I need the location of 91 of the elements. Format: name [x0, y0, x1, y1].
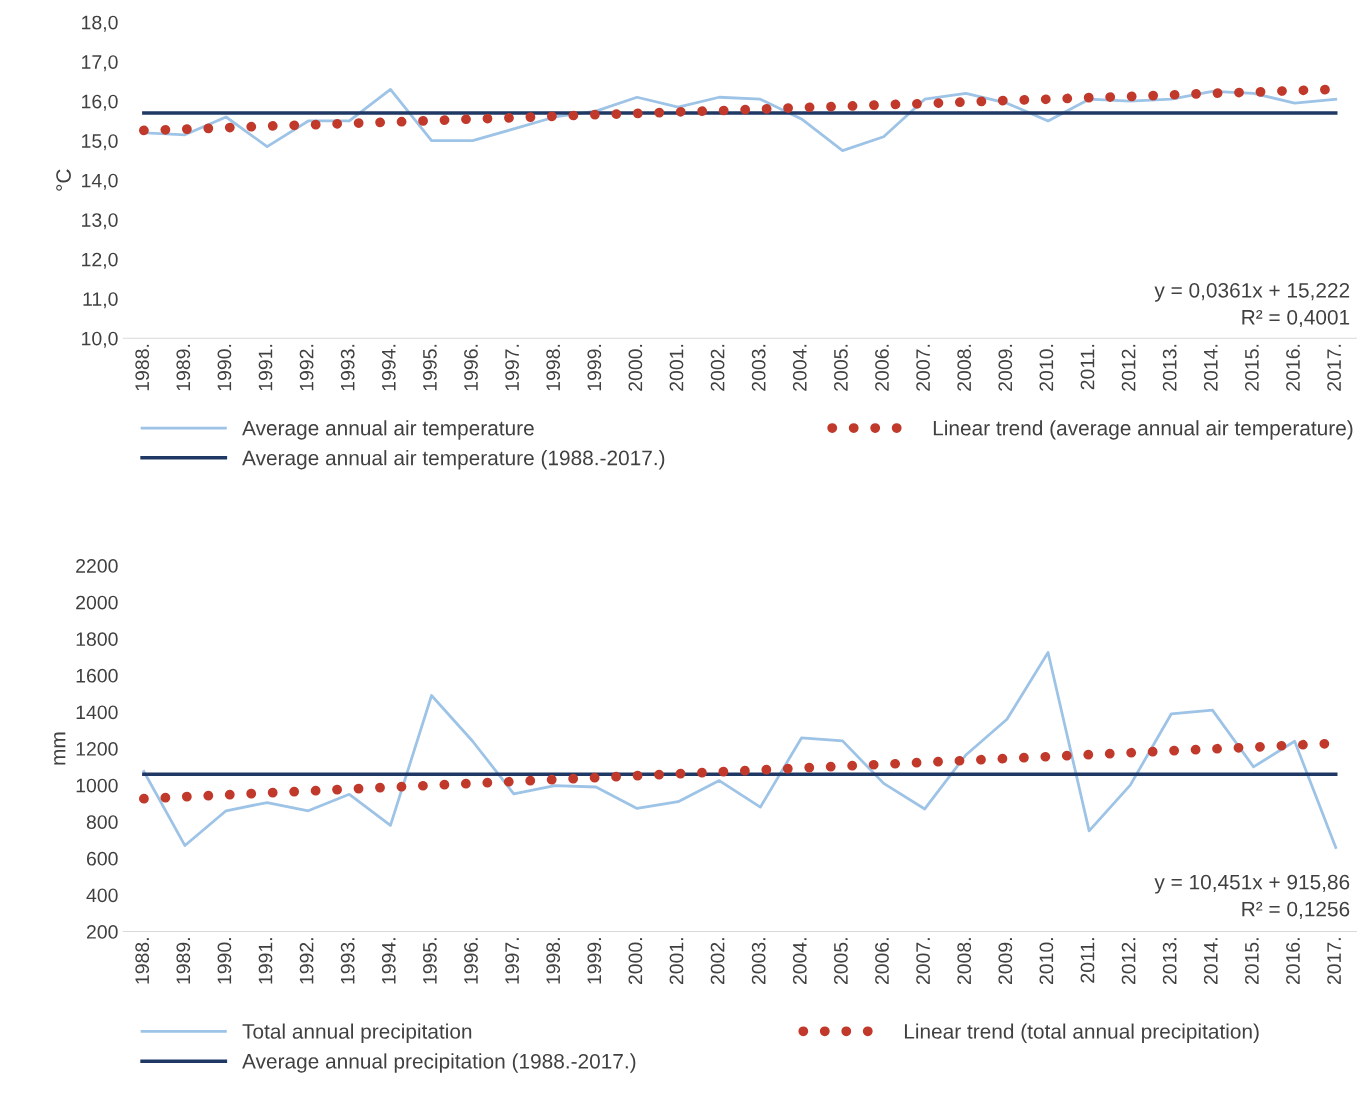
x-tick-label: 2010.	[1039, 938, 1054, 985]
y-tick-label: 800	[86, 815, 118, 830]
x-tick-label: 2000.	[628, 938, 643, 985]
x-tick-label: 2000.	[628, 344, 643, 391]
legend-label: Total annual precipitation	[242, 1023, 472, 1043]
x-tick-label: 1989.	[176, 938, 191, 984]
x-tick-label: 2003.	[751, 938, 766, 985]
x-tick-label: 2012.	[1121, 938, 1136, 985]
x-tick-label: 1996.	[464, 344, 478, 391]
x-tick-label: 2011.	[1080, 938, 1095, 983]
y-tick-label: 13,0	[82, 213, 118, 230]
x-tick-label: 1994.	[381, 344, 396, 391]
y-tick-label: 600	[86, 851, 118, 866]
x-tick-label: 2009.	[998, 938, 1013, 985]
y-tick-label: 2000	[76, 595, 118, 610]
x-tick-label: 1999.	[587, 938, 602, 984]
x-tick-label: 1993.	[340, 938, 355, 984]
x-tick-label: 1992.	[299, 344, 314, 391]
x-tick-label: 2006.	[875, 344, 889, 391]
x-tick-label: 1995.	[423, 938, 437, 984]
x-tick-label: 1998.	[546, 938, 561, 984]
x-tick-label: 1990.	[217, 344, 232, 391]
x-tick-label: 1997.	[505, 344, 519, 391]
y-tick-label: 10,0	[82, 331, 118, 348]
annotation: y = 0,0361x + 15,222 R² = 0,4001	[1154, 282, 1350, 328]
y-axis-title: mm	[54, 732, 66, 765]
x-tick-label: 2004.	[792, 938, 807, 985]
x-tick-label: 2002.	[710, 938, 725, 985]
legend-label: Linear trend (average annual air temperature)	[933, 420, 1353, 440]
y-tick-label: 1000	[76, 778, 118, 793]
x-tick-label: 1988.	[135, 938, 150, 984]
legend-label: Average annual air temperature	[242, 420, 534, 440]
y-tick-label: 1400	[76, 705, 118, 720]
x-tick-label: 2009.	[998, 344, 1013, 391]
x-tick-label: 1995.	[423, 344, 437, 391]
x-tick-label: 2017.	[1327, 344, 1341, 391]
x-tick-label: 2006.	[875, 938, 889, 985]
x-tick-label: 1994.	[381, 938, 396, 984]
x-tick-label: 2014.	[1203, 938, 1218, 985]
x-tick-label: 2016.	[1286, 344, 1300, 391]
x-tick-label: 1991.	[258, 938, 273, 984]
x-tick-label: 2017.	[1327, 938, 1341, 985]
x-tick-label: 2008.	[957, 344, 972, 391]
x-tick-label: 1991.	[258, 344, 273, 391]
annotation: y = 10,451x + 915,86 R² = 0,1256	[1154, 874, 1350, 919]
legend-label: Average annual precipitation (1988.-2017.)	[242, 1053, 636, 1073]
y-tick-label: 17,0	[82, 55, 118, 72]
x-tick-label: 1993.	[340, 344, 355, 391]
x-tick-label: 1990.	[217, 938, 232, 984]
x-tick-label: 2016.	[1286, 938, 1300, 985]
x-tick-label: 1999.	[587, 344, 602, 391]
x-tick-label: 2010.	[1039, 344, 1054, 391]
x-tick-label: 1988.	[135, 344, 150, 391]
x-tick-label: 2002.	[710, 344, 725, 391]
y-tick-label: 11,0	[83, 292, 118, 309]
x-tick-label: 2001.	[669, 344, 684, 391]
y-tick-label: 15,0	[82, 134, 118, 151]
x-tick-label: 1998.	[546, 344, 561, 391]
x-tick-label: 2003.	[751, 344, 766, 391]
x-tick-label: 2013.	[1162, 938, 1177, 985]
x-tick-label: 2015.	[1245, 344, 1259, 391]
x-tick-label: 2014.	[1203, 344, 1218, 391]
y-tick-label: 12,0	[82, 252, 118, 269]
x-tick-label: 1992.	[299, 938, 314, 984]
y-tick-label: 200	[86, 925, 118, 939]
y-tick-label: 18,0	[82, 15, 118, 32]
x-tick-label: 2007.	[916, 938, 930, 985]
line-series	[142, 651, 1338, 849]
x-tick-label: 2005.	[834, 938, 848, 985]
y-tick-label: 2200	[76, 559, 118, 573]
x-tick-label: 1997.	[505, 938, 519, 984]
legend-label: Linear trend (total annual precipitation)	[904, 1023, 1259, 1043]
y-tick-label: 1200	[76, 742, 118, 756]
x-tick-label: 2011.	[1080, 344, 1095, 390]
legend-label: Average annual air temperature (1988.-2017.)	[242, 450, 665, 470]
y-tick-label: 14,0	[82, 173, 118, 190]
x-tick-label: 2008.	[957, 938, 972, 985]
y-tick-label: 16,0	[82, 94, 118, 111]
x-tick-label: 2004.	[792, 344, 807, 391]
y-tick-label: 1600	[76, 668, 118, 683]
x-tick-label: 2005.	[834, 344, 848, 391]
x-tick-label: 2015.	[1245, 938, 1259, 985]
y-axis-title: °C	[56, 169, 71, 191]
x-tick-label: 2012.	[1121, 344, 1136, 391]
x-tick-label: 1989.	[176, 344, 191, 391]
y-tick-label: 1800	[76, 632, 118, 647]
x-tick-label: 2013.	[1162, 344, 1177, 391]
y-tick-label: 400	[86, 888, 118, 903]
x-tick-label: 1996.	[464, 938, 478, 984]
x-tick-label: 2001.	[669, 938, 684, 985]
x-tick-label: 2007.	[916, 344, 930, 391]
